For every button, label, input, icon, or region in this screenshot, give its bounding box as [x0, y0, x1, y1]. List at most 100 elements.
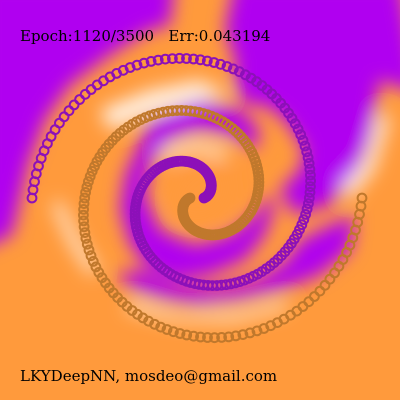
class-a-sample-marker: [305, 175, 317, 187]
class-b-sample-marker: [209, 332, 220, 344]
class-a-sample-marker: [303, 198, 314, 210]
class-b-sample-marker: [93, 267, 105, 278]
class-a-sample-marker: [234, 66, 245, 78]
class-a-sample-marker: [229, 277, 241, 289]
class-a-sample-marker: [301, 203, 313, 215]
class-a-sample-marker: [174, 52, 185, 64]
class-a-sample-marker: [300, 209, 312, 220]
class-b-sample-marker: [216, 332, 228, 343]
class-b-sample-marker: [230, 330, 242, 342]
class-b-sample-marker: [244, 327, 256, 339]
class-b-sample-marker: [143, 315, 155, 327]
boundary-streak-1: [100, 80, 230, 130]
class-a-sample-marker: [167, 53, 178, 64]
class-a-sample-marker: [152, 54, 164, 66]
class-a-sample-marker: [201, 55, 213, 67]
class-b-sample-marker: [83, 176, 94, 188]
status-gap: [154, 27, 168, 45]
class-b-sample-marker: [309, 291, 320, 302]
class-b-sample-marker: [78, 209, 89, 221]
error-value: 0.043194: [198, 27, 271, 45]
credit-text: LKYDeepNN, mosdeo@gmail.com: [20, 367, 278, 385]
training-status: Epoch:1120/3500 Err:0.043194: [20, 27, 270, 45]
class-a-sample-marker: [195, 54, 206, 66]
class-a-sample-marker: [305, 181, 316, 193]
decision-regions: [0, 0, 400, 322]
class-b-sample-marker: [195, 331, 206, 343]
error-label: Err:: [168, 27, 199, 45]
class-b-markers: [78, 105, 368, 344]
class-b-sample-marker: [174, 328, 186, 339]
class-a-sample-marker: [147, 253, 159, 265]
class-a-sample-marker: [304, 163, 316, 175]
class-a-sample-marker: [74, 94, 85, 105]
class-a-sample-marker: [240, 69, 251, 81]
class-a-sample-marker: [298, 214, 310, 226]
class-a-markers: [26, 52, 317, 292]
class-b-sample-marker: [149, 318, 161, 330]
class-a-sample-marker: [221, 61, 233, 72]
class-b-sample-marker: [81, 181, 93, 193]
class-a-sample-marker: [131, 59, 143, 71]
boundary-streak-2: [52, 200, 100, 275]
class-b-sample-marker: [223, 331, 235, 343]
epoch-value: 1120/3500: [72, 27, 155, 45]
class-a-sample-marker: [181, 53, 192, 64]
class-b-sample-marker: [188, 330, 200, 342]
region-class-a-lower: [115, 215, 355, 305]
class-b-sample-marker: [78, 204, 89, 215]
class-b-sample-marker: [80, 187, 91, 198]
boundary-streak-4: [125, 300, 290, 322]
class-b-sample-marker: [161, 324, 173, 335]
region-class-a-right: [225, 0, 400, 215]
class-b-sample-marker: [85, 250, 97, 262]
class-a-sample-marker: [301, 146, 313, 158]
class-a-sample-marker: [138, 57, 150, 69]
class-b-sample-marker: [78, 198, 90, 210]
class-b-sample-marker: [84, 171, 96, 182]
class-b-sample-marker: [237, 329, 249, 341]
class-a-sample-marker: [303, 158, 315, 169]
class-a-sample-marker: [297, 134, 309, 146]
class-a-sample-marker: [129, 208, 141, 220]
class-a-sample-marker: [208, 57, 220, 68]
class-b-sample-marker: [78, 221, 90, 233]
class-b-sample-marker: [81, 238, 93, 250]
class-a-sample-marker: [129, 205, 141, 216]
class-b-sample-marker: [251, 325, 263, 337]
class-a-sample-marker: [302, 152, 314, 164]
class-a-sample-marker: [292, 123, 304, 135]
class-b-sample-marker: [80, 233, 92, 244]
class-a-sample-marker: [303, 192, 315, 204]
class-a-sample-marker: [305, 169, 316, 181]
class-a-sample-marker: [227, 63, 239, 75]
class-b-sample-marker: [253, 180, 265, 191]
class-a-sample-marker: [145, 56, 157, 67]
class-b-sample-marker: [202, 332, 213, 343]
class-a-sample-marker: [26, 192, 38, 204]
region-class-a-inner: [120, 100, 275, 280]
class-b-sample-marker: [78, 215, 89, 227]
epoch-label: Epoch:: [20, 27, 73, 45]
class-a-sample-marker: [215, 58, 227, 70]
class-a-sample-marker: [289, 118, 301, 129]
class-b-sample-marker: [90, 261, 102, 273]
class-a-sample-marker: [304, 187, 316, 198]
class-b-sample-marker: [79, 192, 91, 204]
class-b-sample-marker: [153, 107, 165, 119]
class-a-sample-marker: [159, 53, 171, 65]
class-b-sample-marker: [155, 321, 167, 333]
boundary-streak-3: [340, 110, 390, 200]
class-b-sample-marker: [253, 176, 265, 188]
class-b-sample-marker: [87, 256, 99, 267]
class-b-sample-marker: [233, 128, 244, 140]
class-a-sample-marker: [188, 53, 199, 65]
class-b-sample-marker: [83, 244, 95, 256]
class-a-sample-marker: [295, 129, 307, 141]
class-a-sample-marker: [299, 140, 311, 152]
class-b-sample-marker: [356, 192, 368, 204]
class-a-sample-marker: [296, 219, 308, 231]
class-b-sample-marker: [235, 131, 247, 143]
